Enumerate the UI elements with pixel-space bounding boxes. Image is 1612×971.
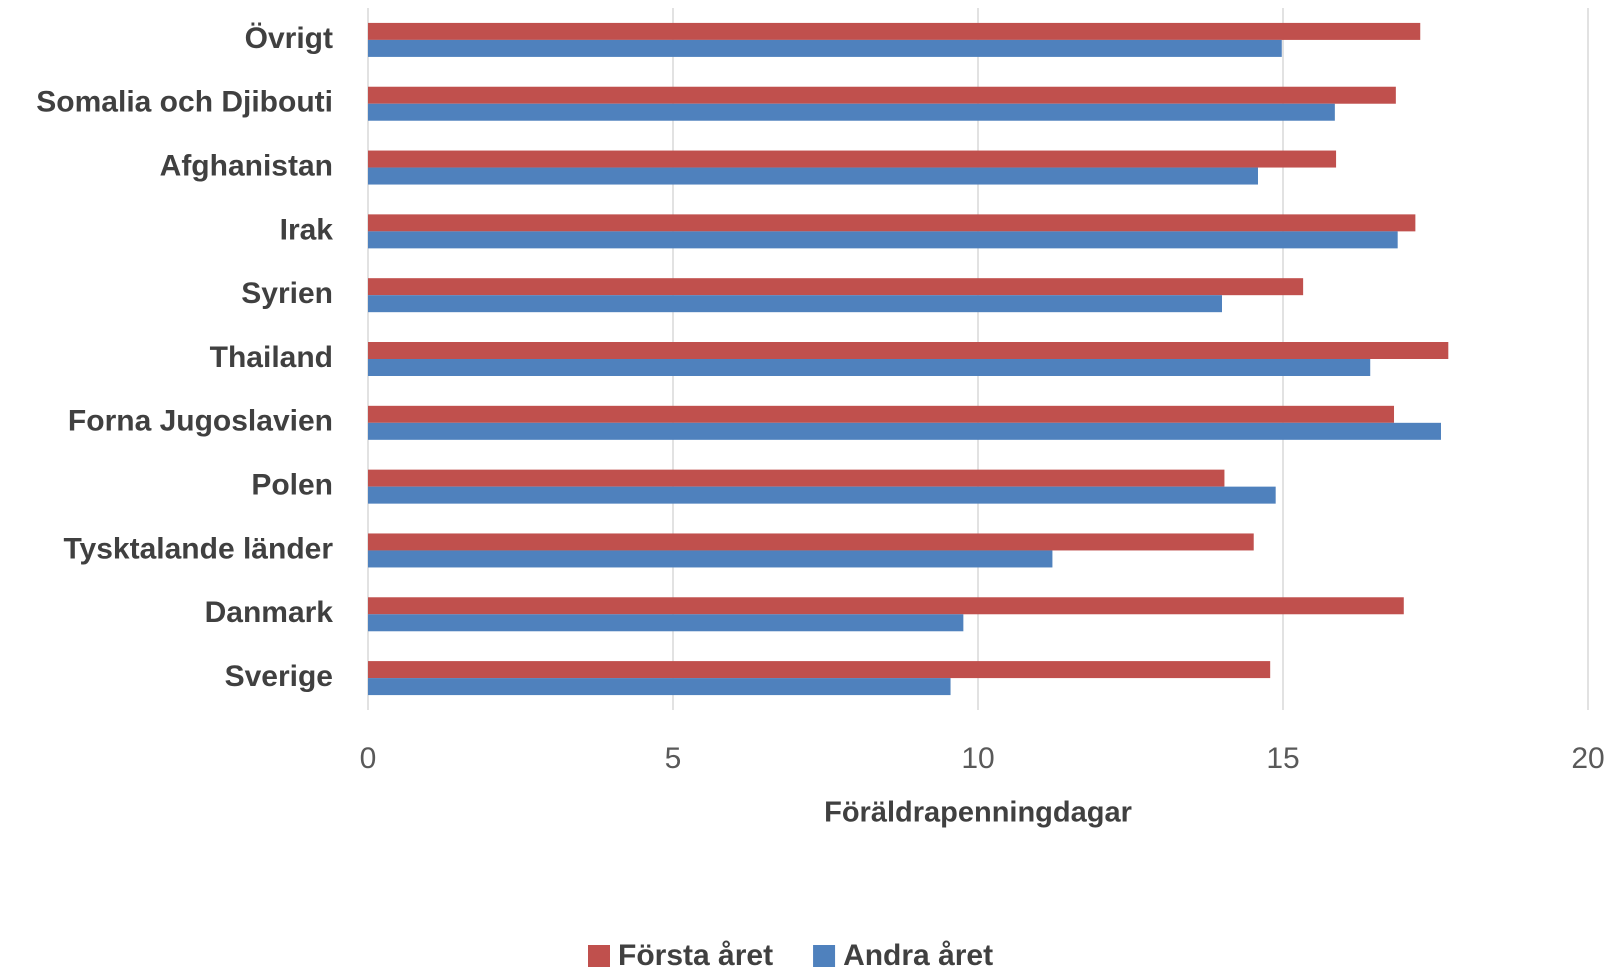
bar [368, 422, 1441, 440]
bar [368, 533, 1254, 551]
x-axis-label: Föräldrapenningdagar [824, 797, 1132, 829]
bar [368, 486, 1276, 504]
y-tick-label: Danmark [205, 596, 334, 629]
bar [368, 597, 1404, 615]
bar [368, 278, 1304, 296]
bar [368, 167, 1258, 185]
bar [368, 22, 1421, 40]
bar [368, 86, 1396, 104]
x-tick-label: 5 [665, 742, 682, 775]
bar [368, 295, 1222, 313]
x-tick-label: 20 [1571, 742, 1604, 775]
y-tick-label: Irak [280, 213, 334, 246]
legend-swatch [813, 945, 836, 967]
x-tick-label: 15 [1266, 742, 1299, 775]
bar [368, 39, 1282, 57]
bar [368, 469, 1225, 487]
legend-label: Första året [618, 939, 773, 971]
bar [368, 214, 1416, 232]
bar [368, 342, 1449, 359]
bar [368, 359, 1371, 376]
legend-label: Andra året [843, 939, 993, 971]
y-tick-label: Tysktalande länder [63, 532, 333, 565]
y-tick-label: Polen [251, 469, 333, 502]
x-tick-label: 0 [360, 742, 377, 775]
x-tick-label: 10 [961, 742, 994, 775]
bar [368, 661, 1271, 679]
y-tick-label: Afghanistan [160, 149, 333, 182]
bar [368, 103, 1335, 121]
y-tick-label: Syrien [241, 277, 333, 310]
y-tick-label: Somalia och Djibouti [36, 86, 333, 119]
bar [368, 231, 1398, 249]
y-tick-label: Sverige [225, 660, 333, 693]
bar [368, 550, 1053, 568]
bar [368, 614, 964, 632]
bar [368, 678, 951, 696]
bar [368, 150, 1337, 168]
y-tick-label: Thailand [210, 341, 333, 374]
y-tick-label: Forna Jugoslavien [68, 405, 333, 438]
y-tick-label: Övrigt [245, 22, 333, 55]
legend-swatch [588, 945, 610, 967]
bar [368, 405, 1395, 423]
